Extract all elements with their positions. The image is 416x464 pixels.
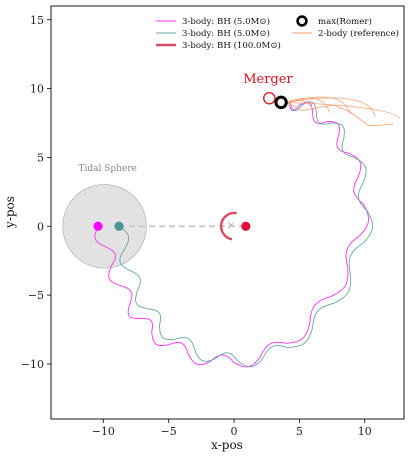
y-tick-label: 5	[37, 151, 44, 164]
annotation-merger: Merger	[243, 72, 293, 87]
x-axis-label: x-pos	[211, 438, 243, 452]
plot-frame	[50, 5, 405, 420]
series-line-bh-5a	[94, 101, 370, 368]
y-tick-label: −10	[21, 358, 44, 371]
point-bh-2	[241, 221, 251, 231]
annotation-tidal-sphere: Tidal Sphere	[78, 164, 136, 174]
x-tick-label: 0	[231, 425, 238, 438]
y-axis-label: y-pos	[3, 196, 17, 229]
legend-label: 2-body (reference)	[318, 28, 399, 39]
y-tick-label: 0	[37, 220, 44, 233]
center-of-mass-mark	[227, 221, 234, 229]
series-line-bh-5b	[118, 101, 373, 368]
series-line-reference	[286, 102, 394, 127]
legend-swatch	[296, 15, 308, 27]
reference-loop	[286, 102, 401, 120]
legend-entry: 3-body: BH (100.0M⊙)	[156, 40, 281, 51]
y-axis-ticks: −10 −5 0 5 10 15	[21, 14, 51, 371]
y-tick-label: 15	[30, 14, 44, 27]
legend-label: 3-body: BH (5.0M⊙)	[182, 28, 270, 39]
y-tick-label: −5	[28, 289, 44, 302]
series-2-body-reference	[286, 96, 401, 127]
legend-label: max(Romer)	[318, 16, 372, 27]
series-line-bh-100	[219, 211, 237, 241]
point-bh-1	[114, 221, 124, 231]
legend-entry: 3-body: BH (5.0M⊙)	[156, 16, 270, 27]
x-tick-label: −10	[92, 425, 115, 438]
plot-content: Merger Tidal Sphere	[62, 72, 401, 368]
point-bh-0	[93, 221, 103, 231]
legend-label: 3-body: BH (100.0M⊙)	[182, 40, 281, 51]
x-tick-label: 10	[358, 425, 372, 438]
reference-loop	[286, 97, 376, 117]
merger-marker	[263, 91, 276, 105]
legend: 3-body: BH (5.0M⊙)3-body: BH (5.0M⊙)3-bo…	[156, 15, 399, 51]
y-tick-label: 10	[30, 83, 44, 96]
legend-entry: 2-body (reference)	[292, 28, 399, 39]
x-axis-ticks: −10 −5 0 5 10	[92, 419, 372, 438]
legend-entry: 3-body: BH (5.0M⊙)	[156, 28, 270, 39]
x-tick-label: −5	[161, 425, 177, 438]
max-romer-marker	[274, 95, 288, 110]
legend-label: 3-body: BH (5.0M⊙)	[182, 16, 270, 27]
x-tick-label: 5	[296, 425, 303, 438]
legend-entry: max(Romer)	[296, 15, 372, 27]
